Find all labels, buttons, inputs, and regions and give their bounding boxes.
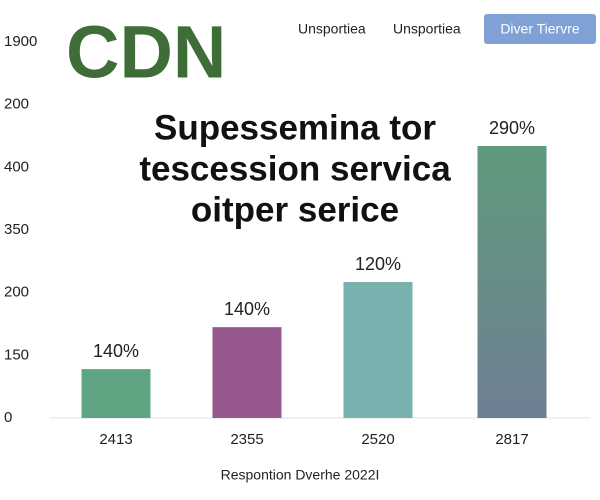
bar-label: 140%	[224, 299, 270, 319]
bar	[81, 369, 151, 418]
x-tick-label: 2817	[495, 431, 528, 448]
bar	[477, 146, 547, 418]
bar-label: 140%	[93, 341, 139, 361]
x-tick-label: 2413	[99, 431, 132, 448]
bar-label: 290%	[489, 118, 535, 138]
y-tick-label: 0	[4, 409, 12, 426]
x-axis-label: Respontion Dverhe 2022I	[221, 467, 380, 483]
brand-logo: CDN	[66, 11, 226, 94]
bar-label: 120%	[355, 254, 401, 274]
cta-button[interactable]	[484, 14, 596, 44]
y-tick-label: 1900	[4, 33, 37, 50]
nav-link[interactable]: Unsportiea	[393, 21, 461, 37]
y-tick-label: 200	[4, 284, 29, 301]
x-tick-label: 2355	[230, 431, 263, 448]
bar	[212, 327, 282, 418]
y-tick-label: 350	[4, 221, 29, 238]
cta-button-label[interactable]: Diver Tiervre	[500, 21, 580, 37]
chart-title: tescession servica	[139, 149, 451, 188]
chart-title: Supessemina tor	[154, 108, 436, 147]
y-tick-label: 400	[4, 158, 29, 175]
y-tick-label: 150	[4, 346, 29, 363]
y-tick-label: 200	[4, 96, 29, 113]
x-tick-label: 2520	[361, 431, 394, 448]
nav-link[interactable]: Unsportiea	[298, 21, 366, 37]
chart-title: oitper serice	[191, 190, 399, 229]
bar	[343, 282, 413, 418]
